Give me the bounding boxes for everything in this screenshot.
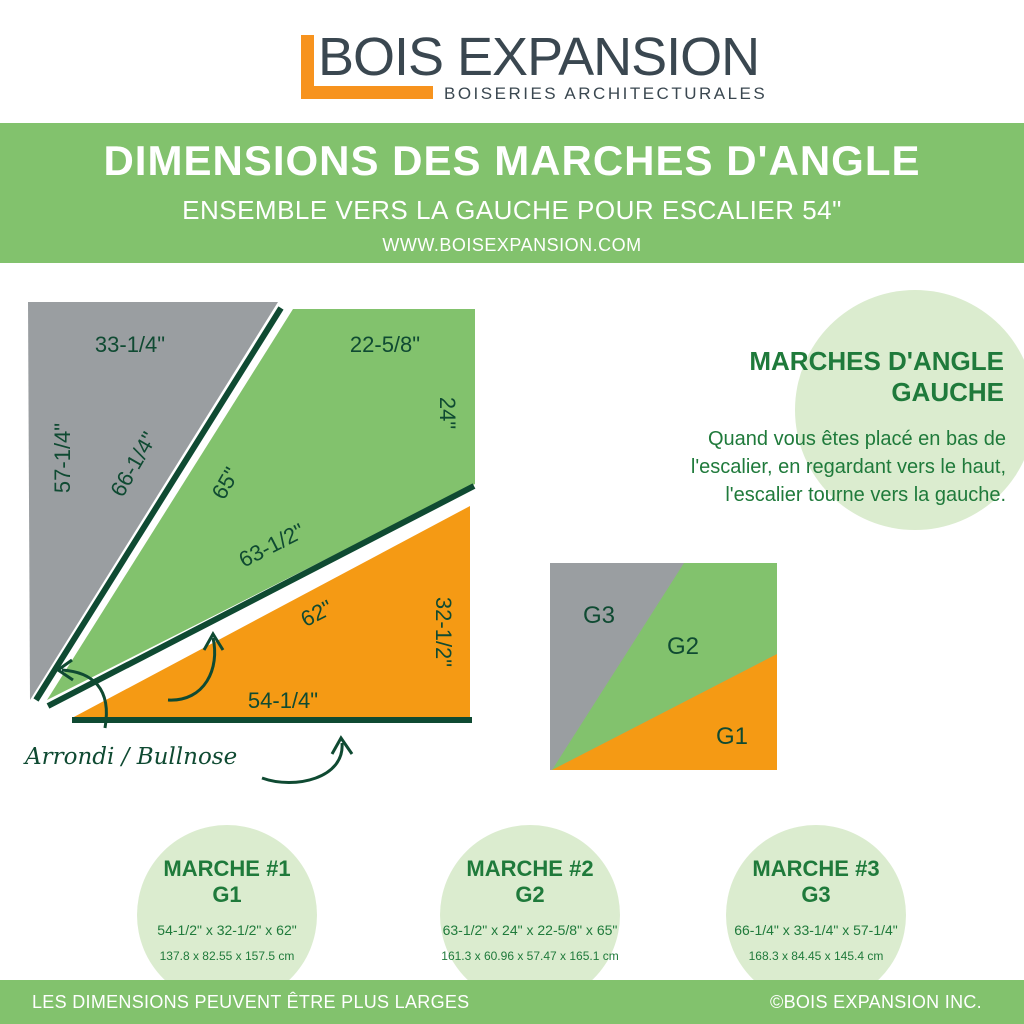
- page-title: DIMENSIONS DES MARCHES D'ANGLE: [103, 137, 921, 184]
- g3-top-label: 33-1/4": [95, 332, 165, 357]
- card-title: MARCHE #2: [466, 856, 594, 881]
- legend-diagram: G3 G2 G1: [550, 563, 777, 770]
- card-title: MARCHE #3: [752, 856, 880, 881]
- logo-mark-horizontal: [301, 86, 433, 99]
- g1-bottom-label: 54-1/4": [248, 688, 318, 713]
- step-card-2: MARCHE #2 G2 63-1/2" x 24" x 22-5/8" x 6…: [410, 856, 650, 964]
- side-circle: [795, 290, 1024, 530]
- logo: BOIS EXPANSION BOISERIES ARCHITECTURALES: [0, 0, 1024, 115]
- logo-title: BOIS EXPANSION: [318, 27, 760, 87]
- arrow-curve-mid: [167, 637, 217, 702]
- step-card-1: MARCHE #1 G1 54-1/2" x 32-1/2" x 62" 137…: [107, 856, 347, 964]
- card-imperial: 54-1/2" x 32-1/2" x 62": [157, 922, 297, 938]
- logo-tagline: BOISERIES ARCHITECTURALES: [444, 84, 768, 103]
- page-subtitle: ENSEMBLE VERS LA GAUCHE POUR ESCALIER 54…: [182, 195, 842, 225]
- arrow-head-mid: [202, 631, 225, 651]
- card-circle-1: [137, 825, 317, 1005]
- card-imperial: 66-1/4" x 33-1/4" x 57-1/4": [734, 922, 898, 938]
- stair-diagram: 33-1/4" 57-1/4" 66-1/4" 22-5/8" 24" 65" …: [23, 302, 476, 785]
- g1-shape: [72, 506, 470, 718]
- g2-right-label: 24": [435, 397, 460, 429]
- card-metric: 137.8 x 82.55 x 157.5 cm: [159, 949, 295, 963]
- card-circle-2: [440, 825, 620, 1005]
- legend-g1-shape: [552, 654, 777, 770]
- step-card-3: MARCHE #3 G3 66-1/4" x 33-1/4" x 57-1/4"…: [696, 856, 936, 964]
- arrow-curve-bottom: [261, 742, 344, 785]
- side-description: Quand vous êtes placé en bas de l'escali…: [690, 428, 1006, 506]
- arrow-curve-left: [61, 668, 108, 729]
- g3-left-label: 57-1/4": [50, 423, 75, 493]
- legend-g1-label: G1: [716, 723, 748, 750]
- legend-g2-label: G2: [667, 633, 699, 660]
- footer-disclaimer: LES DIMENSIONS PEUVENT ÊTRE PLUS LARGES: [32, 992, 470, 1012]
- g2-shape: [47, 309, 475, 700]
- header-banner: DIMENSIONS DES MARCHES D'ANGLE ENSEMBLE …: [0, 123, 1024, 263]
- g1-right-label: 32-1/2": [431, 597, 456, 667]
- logo-mark-vertical: [301, 35, 314, 97]
- card-code: G3: [801, 882, 831, 907]
- card-code: G2: [515, 882, 545, 907]
- side-title-line2: GAUCHE: [891, 377, 1004, 407]
- bullnose-label: Arrondi / Bullnose: [23, 744, 237, 770]
- footer-bar: LES DIMENSIONS PEUVENT ÊTRE PLUS LARGES …: [0, 980, 1024, 1024]
- arrow-head-bottom: [330, 735, 354, 755]
- card-circle-3: [726, 825, 906, 1005]
- footer-copyright: ©BOIS EXPANSION INC.: [770, 992, 982, 1012]
- card-metric: 161.3 x 60.96 x 57.47 x 165.1 cm: [441, 949, 619, 963]
- side-title: MARCHES D'ANGLE GAUCHE: [684, 346, 1004, 408]
- g2-bottom-edge: [46, 483, 476, 709]
- side-title-line1: MARCHES D'ANGLE: [749, 346, 1004, 376]
- card-imperial: 63-1/2" x 24" x 22-5/8" x 65": [442, 922, 618, 938]
- g3-hyp-edge: [33, 306, 284, 702]
- g2-top-label: 22-5/8": [350, 332, 420, 357]
- website-url: WWW.BOISEXPANSION.COM: [382, 235, 642, 255]
- card-metric: 168.3 x 84.45 x 145.4 cm: [748, 949, 884, 963]
- card-code: G1: [212, 882, 242, 907]
- card-title: MARCHE #1: [163, 856, 291, 881]
- legend-g2-shape: [552, 563, 777, 770]
- g3-shape: [28, 302, 278, 700]
- arrow-head-left: [55, 658, 74, 682]
- legend-g3-label: G3: [583, 602, 615, 629]
